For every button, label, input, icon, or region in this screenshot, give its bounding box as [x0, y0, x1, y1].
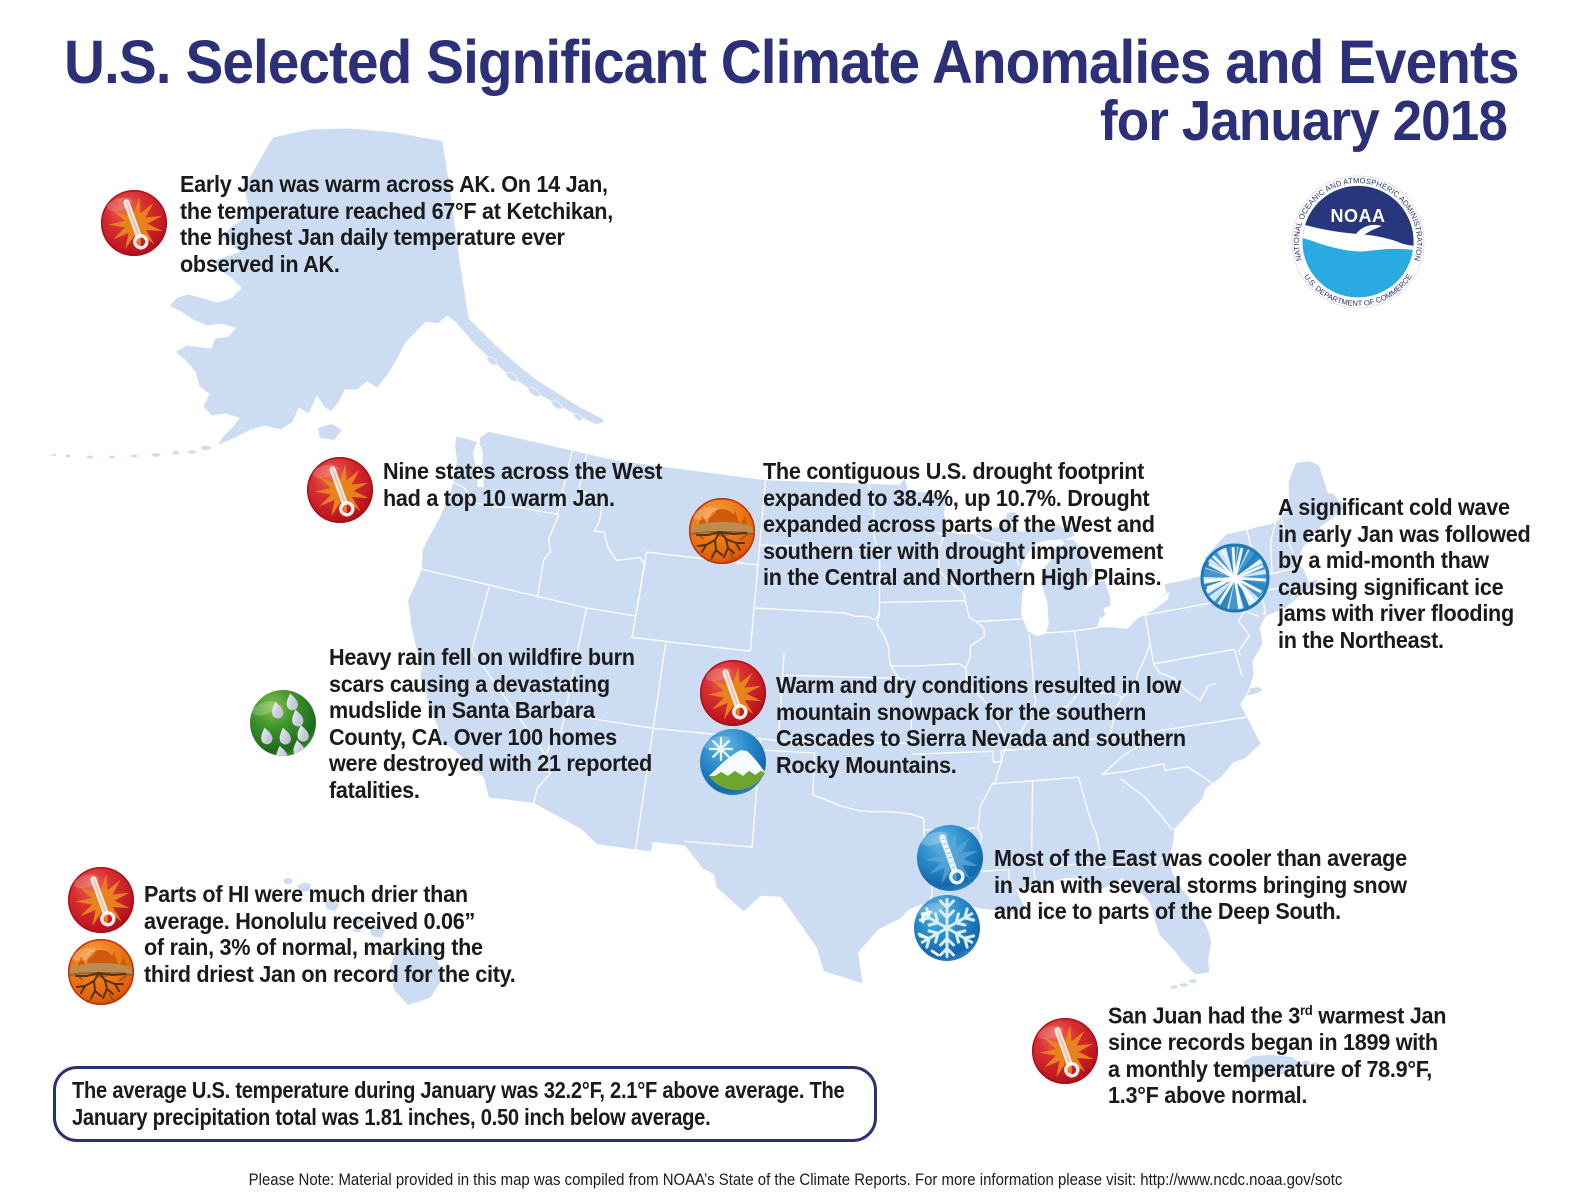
svg-text:NOAA: NOAA	[1331, 206, 1386, 226]
